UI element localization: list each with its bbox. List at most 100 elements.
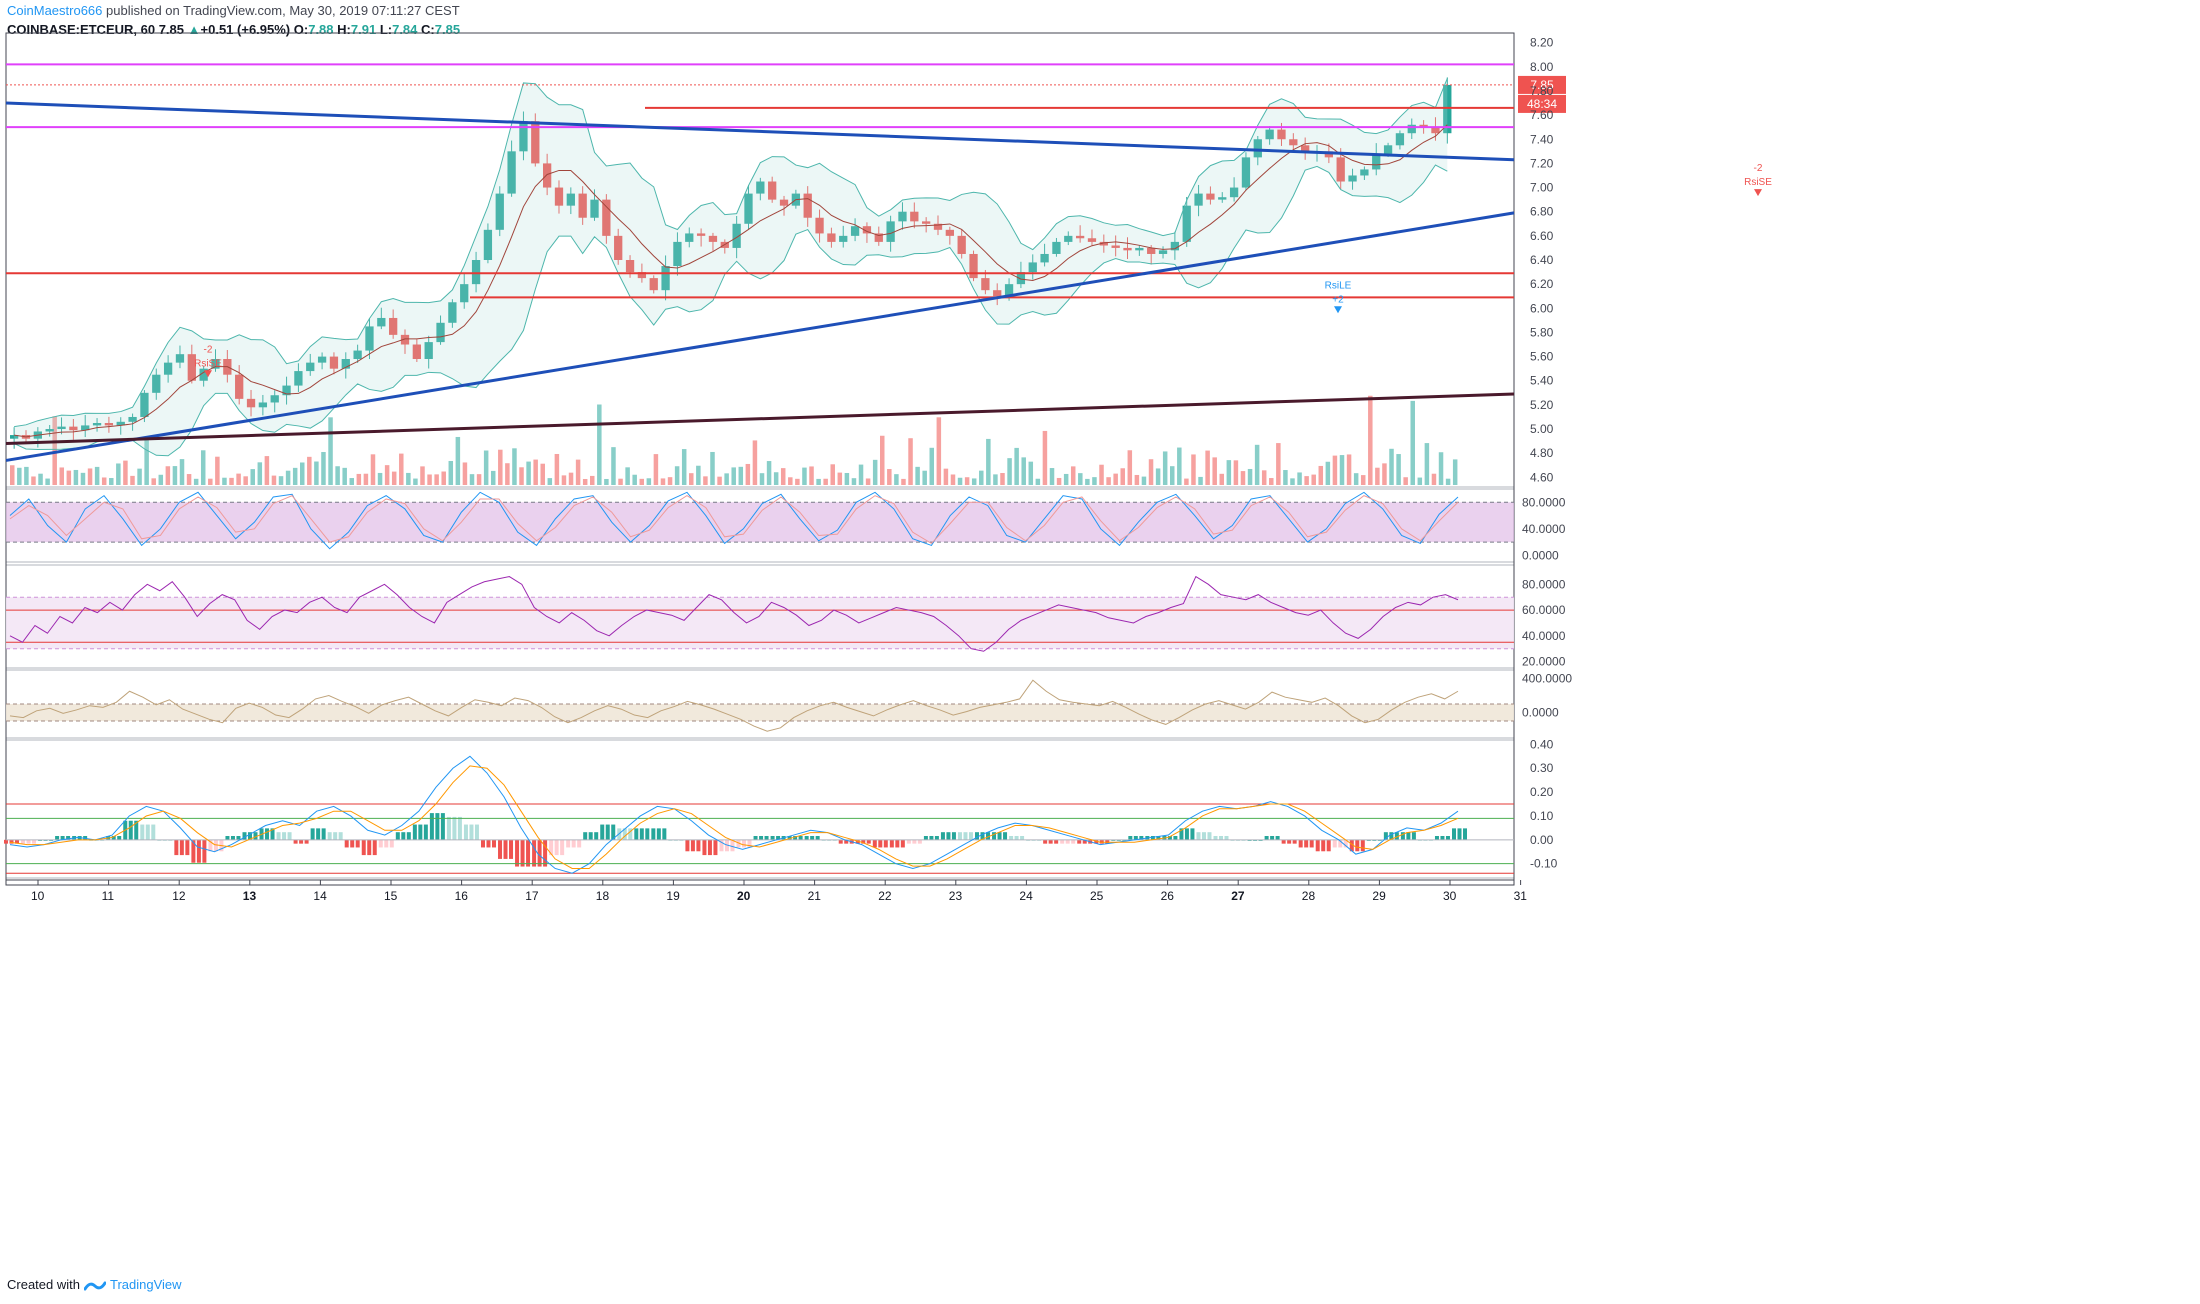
macd-histogram-bar (855, 839, 860, 844)
volume-bar (300, 462, 305, 485)
macd-histogram-bar (208, 839, 213, 852)
time-tick-label: 18 (596, 889, 610, 903)
macd-histogram-bar (588, 832, 593, 840)
volume-bar (1403, 477, 1408, 485)
volume-bar (986, 438, 991, 485)
candle-body (910, 211, 919, 222)
macd-histogram-bar (810, 836, 815, 840)
macd-histogram-bar (1219, 836, 1224, 840)
time-tick-label: 29 (1372, 889, 1386, 903)
macd-histogram-bar (1309, 839, 1314, 848)
candle-body (1099, 241, 1108, 246)
macd-histogram-bar (4, 839, 8, 844)
candle-body (1431, 127, 1440, 134)
volume-bar (788, 477, 793, 485)
volume-bar (483, 450, 489, 485)
macd-histogram-bar (600, 824, 605, 840)
macd-histogram-bar (537, 839, 542, 867)
macd-histogram-bar (196, 839, 201, 863)
stoch-k-line (9, 491, 1459, 550)
volume-bar (328, 417, 333, 485)
macd-histogram-bar (474, 824, 479, 840)
signal-annotation-label: -2 (204, 344, 213, 355)
volume-bar (179, 459, 185, 485)
candle-body (614, 235, 623, 260)
macd-histogram-bar (742, 839, 747, 848)
candle-body (424, 342, 433, 360)
candle-body (92, 423, 102, 426)
volume-bar (1318, 465, 1324, 485)
candle-body (436, 322, 445, 343)
signal-arrow-icon (1334, 306, 1342, 314)
volume-bar (1184, 478, 1189, 485)
volume-bar (646, 478, 652, 485)
macd-histogram-bar (1077, 839, 1082, 844)
volume-bar (208, 478, 213, 485)
tradingview-link[interactable]: TradingView (109, 1277, 182, 1292)
volume-bar (476, 474, 482, 485)
volume-bar (172, 466, 178, 485)
candle-body (187, 354, 196, 381)
macd-histogram-bar (202, 839, 207, 863)
price-tick-label: 6.20 (1530, 277, 1554, 291)
candle-body (661, 266, 670, 291)
price-chart (5, 63, 1762, 485)
macd-histogram-bar (866, 839, 871, 844)
macd-histogram-bar (355, 839, 360, 848)
candle-body (708, 235, 718, 242)
volume-bar (540, 463, 545, 485)
macd-histogram-bar (1190, 828, 1195, 840)
macd-histogram-bar (486, 839, 491, 848)
candle-body (969, 253, 978, 279)
volume-bar (759, 473, 765, 485)
macd-histogram-bar (1298, 839, 1303, 848)
macd-histogram-bar (1445, 836, 1450, 840)
volume-bar (830, 464, 835, 485)
macd-histogram-bar (225, 836, 230, 840)
bollinger-basis (14, 124, 1448, 438)
candle-body (981, 278, 990, 291)
volume-bar (94, 466, 100, 485)
macd-histogram-bar (21, 839, 26, 844)
macd-histogram-bar (838, 839, 843, 844)
volume-bar (915, 466, 920, 485)
volume-bar (950, 474, 956, 485)
macd-histogram-bar (770, 836, 775, 840)
candle-body (957, 235, 966, 254)
price-tick-label: 8.20 (1530, 36, 1554, 50)
volume-bar (137, 468, 142, 485)
macd-histogram-bar (515, 839, 520, 867)
volume-bar (880, 435, 885, 485)
macd-histogram-bar (1003, 832, 1008, 840)
candle-body (673, 241, 682, 267)
volume-bar (872, 459, 878, 485)
macd-histogram-bar (9, 839, 14, 844)
macd-histogram-bar (1094, 839, 1099, 844)
macd-histogram-bar (543, 839, 548, 867)
macd-tick-label: 0.20 (1530, 785, 1554, 799)
macd-tick-label: 0.00 (1530, 833, 1554, 847)
macd-histogram-bar (253, 832, 258, 840)
volume-bar (780, 468, 786, 485)
volume-bar (370, 454, 376, 485)
macd-histogram-bar (997, 832, 1002, 840)
macd-histogram-bar (571, 839, 576, 848)
macd-histogram-bar (605, 824, 610, 840)
volume-bar (1254, 444, 1260, 485)
macd-histogram-bar (1434, 836, 1439, 840)
candle-body (1383, 145, 1393, 154)
candle-body (756, 181, 765, 194)
volume-bar (307, 456, 312, 485)
candle-body (1182, 205, 1191, 242)
author-link[interactable]: CoinMaestro666 (7, 3, 103, 18)
macd-histogram-bar (276, 832, 281, 840)
candle-body (471, 260, 481, 285)
publish-header: CoinMaestro666 published on TradingView.… (7, 3, 460, 18)
volume-bar (1092, 477, 1097, 485)
volume-bar (1205, 450, 1210, 485)
macd-histogram-bar (1463, 828, 1467, 840)
macd-histogram-bar (526, 839, 531, 867)
volume-bar (512, 448, 517, 485)
bollinger-fill (14, 78, 1448, 456)
